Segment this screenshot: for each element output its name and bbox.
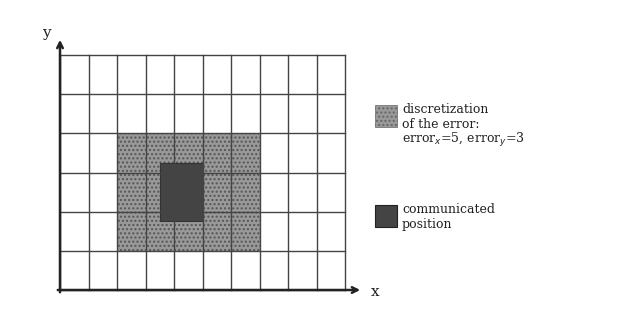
Text: communicated: communicated <box>402 203 495 216</box>
Text: error$_x$=5, error$_y$=3: error$_x$=5, error$_y$=3 <box>402 131 525 149</box>
Bar <box>117 133 259 251</box>
Bar <box>375 105 397 127</box>
Text: discretization: discretization <box>402 103 488 116</box>
Text: of the error:: of the error: <box>402 118 479 131</box>
Bar <box>375 205 397 227</box>
Text: x: x <box>371 285 380 299</box>
Text: position: position <box>402 218 452 231</box>
Bar <box>160 163 202 221</box>
Text: y: y <box>42 26 51 40</box>
